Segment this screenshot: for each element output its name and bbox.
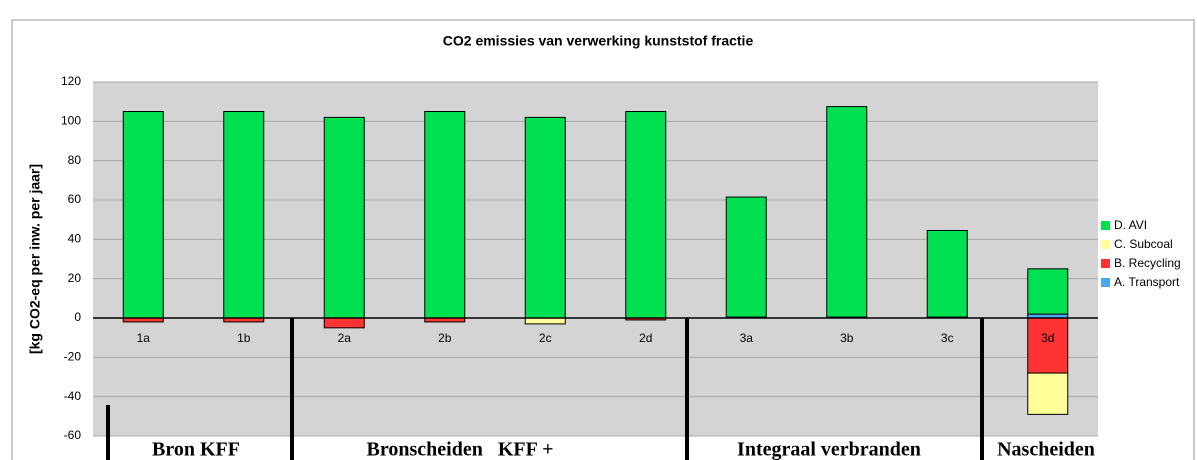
x-tick-label: 2b (438, 331, 452, 345)
legend-label: B. Recycling (1114, 256, 1181, 270)
y-tick-label: 20 (68, 271, 82, 285)
legend-label: D. AVI (1114, 218, 1147, 232)
x-tick-label: 1b (237, 331, 251, 345)
bar-segment (1027, 372, 1069, 415)
y-axis-label: [kg CO2-eq per inw. per jaar] (27, 164, 43, 354)
group-label: Integraal verbranden (737, 439, 921, 460)
x-tick-label: 3c (941, 331, 954, 345)
group-label: Bronscheiden KFF + (367, 439, 554, 460)
x-tick-label: 1a (137, 331, 151, 345)
y-tick-label: 0 (74, 310, 81, 324)
group-label: Bron KFF (152, 439, 240, 460)
legend-label: A. Transport (1114, 275, 1180, 289)
bar-segment (926, 229, 968, 318)
x-tick-label: 2a (338, 331, 352, 345)
x-tick-label: 3b (840, 331, 854, 345)
legend-swatch (1101, 259, 1110, 268)
legend-label: C. Subcoal (1114, 237, 1173, 251)
bar-segment (725, 196, 767, 318)
bar-segment (223, 111, 265, 319)
x-tick-label: 2d (639, 331, 652, 345)
y-tick-label: 60 (68, 192, 82, 206)
bar-segment (1027, 268, 1069, 315)
bar-segment (122, 111, 164, 319)
group-label: Nascheiden (997, 439, 1095, 460)
legend-swatch (1101, 221, 1110, 230)
bar-segment (323, 317, 365, 329)
y-tick-label: 120 (61, 74, 81, 88)
legend-swatch (1101, 278, 1110, 287)
y-tick-label: -20 (64, 350, 82, 364)
y-tick-label: -60 (64, 428, 82, 442)
legend-swatch (1101, 240, 1110, 249)
x-tick-label: 3a (740, 331, 754, 345)
bar-segment (625, 111, 667, 319)
x-tick-label: 3d (1041, 331, 1054, 345)
bar-segment (323, 116, 365, 319)
bar-segment (826, 106, 868, 318)
y-tick-label: 80 (68, 153, 82, 167)
y-tick-label: 100 (61, 114, 81, 128)
bar-segment (1027, 317, 1069, 374)
bar-segment (524, 317, 566, 325)
y-tick-label: 40 (68, 232, 82, 246)
x-tick-label: 2c (539, 331, 552, 345)
bar-segment (424, 111, 466, 319)
chart-title: CO2 emissies van verwerking kunststof fr… (443, 33, 754, 49)
bar-segment (524, 116, 566, 319)
y-tick-label: -40 (64, 389, 82, 403)
